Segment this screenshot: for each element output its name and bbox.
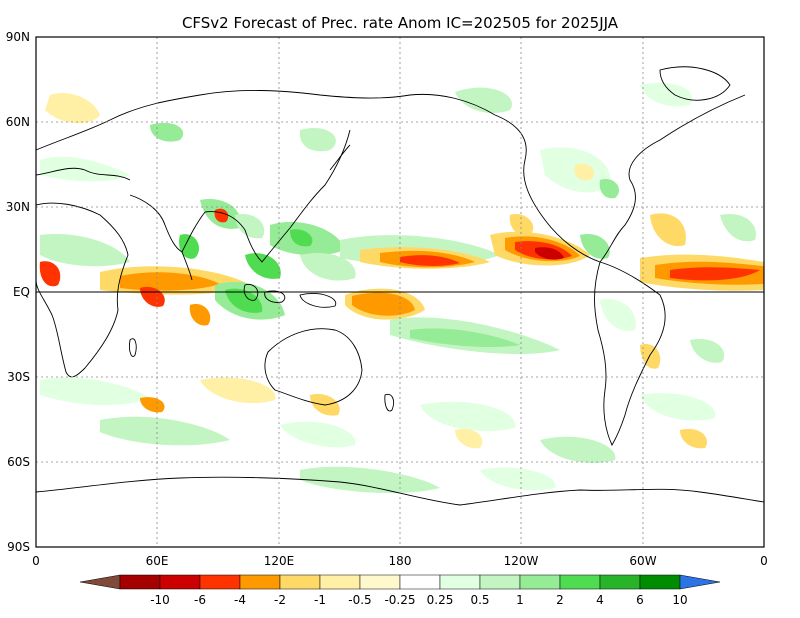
colorbar-level-label: 6 [636,593,644,607]
colorbar-level-label: 4 [596,593,604,607]
lon-label-120e: 120E [264,554,295,568]
colorbar-box [359,574,401,590]
colorbar-high-extend [679,574,721,590]
colorbar-level-label: -2 [274,593,286,607]
colorbar-level-label: 10 [672,593,687,607]
colorbar-level-label: 0.25 [427,593,454,607]
lat-label-30s: 30S [7,370,30,384]
lat-label-90n: 90N [6,30,30,44]
colorbar-box [279,574,321,590]
colorbar-level-label: -4 [234,593,246,607]
map-frame [35,36,765,548]
colorbar-box [239,574,281,590]
lon-label-60e: 60E [146,554,169,568]
colorbar-box [439,574,481,590]
colorbar-level-label: 2 [556,593,564,607]
colorbar-level-label: -0.5 [348,593,371,607]
lat-label-30n: 30N [6,200,30,214]
colorbar-box [479,574,521,590]
colorbar-level-label: -6 [194,593,206,607]
colorbar-level-label: -10 [150,593,170,607]
lat-label-90s: 90S [7,540,30,554]
colorbar-box [319,574,361,590]
colorbar-level-label: -0.25 [384,593,415,607]
colorbar-level-label: -1 [314,593,326,607]
colorbar-low-extend [79,574,121,590]
colorbar-level-label: 1 [516,593,524,607]
lon-labels: 0 60E 120E 180 120W 60W 0 [32,554,768,568]
lat-labels: 90N 60N 30N EQ 30S 60S 90S [6,30,30,554]
lon-label-180: 180 [389,554,412,568]
lon-label-0-west: 0 [32,554,40,568]
lat-label-eq: EQ [13,285,30,299]
colorbar-box [519,574,561,590]
lon-label-0-east: 0 [760,554,768,568]
coastlines [36,66,764,506]
colorbar-level-label: 0.5 [470,593,489,607]
colorbar-box [159,574,201,590]
colorbar-box [119,574,161,590]
lon-label-60w: 60W [629,554,656,568]
lat-label-60s: 60S [7,455,30,469]
lon-label-120w: 120W [504,554,539,568]
lat-label-60n: 60N [6,115,30,129]
colorbar-box [399,574,441,590]
colorbar-box [599,574,641,590]
colorbar-box [199,574,241,590]
colorbar-box [639,574,681,590]
colorbar: -10 -6 -4 -2 -1 -0.5 -0.25 0.25 0.5 1 2 4 6 10 [79,574,721,607]
colorbar-box [559,574,601,590]
map-title: CFSv2 Forecast of Prec. rate Anom IC=202… [182,14,619,32]
